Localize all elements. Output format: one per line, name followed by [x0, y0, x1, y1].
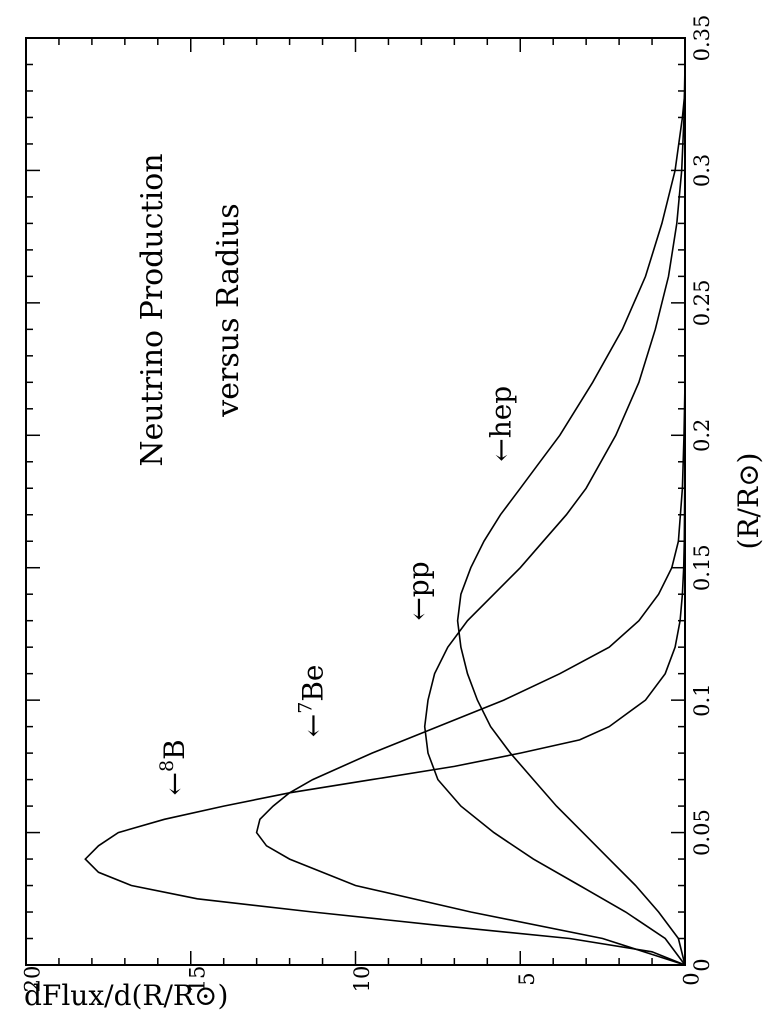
series-label-hep: ←hep [484, 386, 517, 462]
y-tick-label: 0 [680, 972, 704, 985]
series-curve-pp [423, 64, 686, 966]
y-tick-label: 10 [350, 966, 374, 993]
chart-title-line-1: Neutrino Production [135, 153, 170, 466]
x-tick-label: 0.1 [690, 683, 714, 716]
x-tick-label: 0.3 [690, 154, 714, 187]
series-label-7be: ←7Be [295, 665, 330, 738]
x-axis-label: (R/R⊙) [732, 453, 765, 550]
titles: Neutrino Production versus Radius (R/R⊙)… [24, 153, 765, 1012]
series-annotations: ←8B ←7Be ←pp ←hep [156, 386, 517, 796]
series-curve-8b [84, 435, 686, 966]
x-tick-label: 0.2 [690, 419, 714, 452]
y-tick-label: 20 [21, 966, 45, 993]
series-label-pp: ←pp [402, 561, 435, 620]
plot-frame [25, 37, 686, 966]
x-tick-label: 0.15 [690, 544, 714, 591]
x-tick-label: 0 [690, 958, 714, 971]
y-tick-label: 5 [515, 972, 539, 985]
chart-title-line-2: versus Radius [211, 203, 246, 417]
tick-labels: 0 0.05 0.1 0.15 0.2 0.25 0.3 0.35 0 5 10 15 20 [21, 15, 715, 993]
y-axis-label: dFlux/d(R/R⊙) [24, 979, 228, 1012]
y-tick-label: 15 [185, 966, 209, 993]
tick-marks [25, 37, 686, 966]
x-tick-label: 0.35 [690, 15, 714, 62]
x-tick-label: 0.05 [690, 809, 714, 856]
series-label-8b: ←8B [156, 739, 191, 795]
x-tick-label: 0.25 [690, 279, 714, 326]
curves [84, 64, 686, 966]
series-curve-hep [456, 90, 686, 966]
series-curve-7be [255, 382, 686, 966]
